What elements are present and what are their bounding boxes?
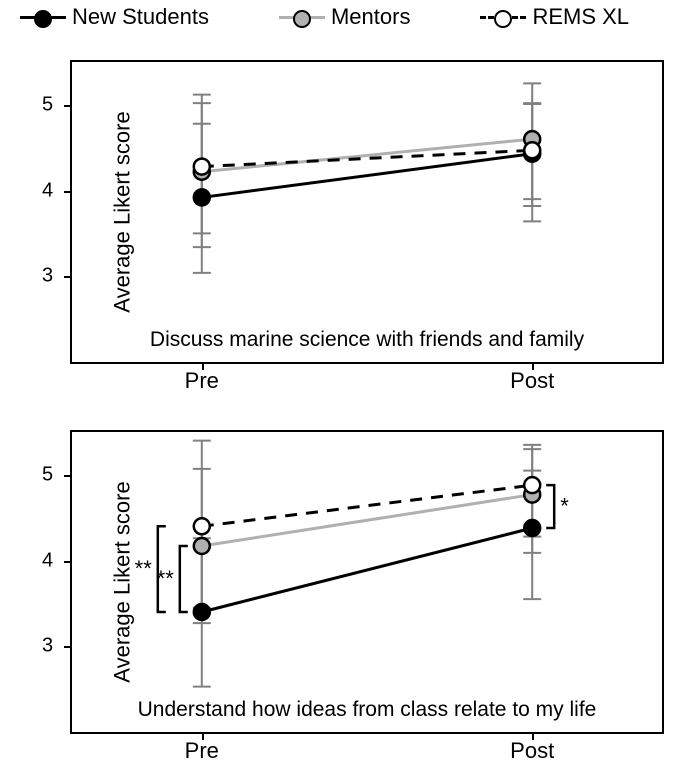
x-tick-mark: [532, 732, 534, 740]
y-tick-label: 5: [42, 93, 53, 116]
legend-label: New Students: [72, 4, 209, 30]
y-tick-mark: [64, 105, 72, 107]
y-tick-label: 5: [42, 463, 53, 486]
chart-plot-top: [72, 62, 662, 362]
legend-line-icon: [480, 16, 526, 19]
chart-plot-bottom: *****: [72, 432, 662, 732]
y-tick-label: 3: [42, 265, 53, 288]
x-tick-mark: [532, 362, 534, 370]
y-tick-mark: [64, 276, 72, 278]
legend-line-icon: [279, 16, 325, 19]
y-tick-mark: [64, 191, 72, 193]
x-tick-mark: [202, 732, 204, 740]
y-tick-label: 3: [42, 635, 53, 658]
figure: New Students Mentors REMS XL Average Lik…: [0, 0, 685, 768]
x-tick-mark: [202, 362, 204, 370]
svg-text:**: **: [135, 556, 153, 581]
y-tick-mark: [64, 475, 72, 477]
legend-item-mentors: Mentors: [279, 4, 410, 30]
x-tick-label: Pre: [185, 738, 219, 764]
legend-item-new-students: New Students: [20, 4, 209, 30]
legend-marker-icon: [34, 10, 52, 28]
chart-panel-top: Average Likert score Discuss marine scie…: [70, 60, 664, 364]
legend: New Students Mentors REMS XL: [20, 4, 665, 30]
panel-caption: Understand how ideas from class relate t…: [72, 698, 662, 722]
x-tick-label: Post: [510, 368, 554, 394]
y-tick-mark: [64, 646, 72, 648]
y-tick-label: 4: [42, 549, 53, 572]
svg-text:*: *: [560, 494, 569, 519]
legend-label: Mentors: [331, 4, 410, 30]
legend-marker-icon: [293, 10, 311, 28]
legend-line-icon: [20, 16, 66, 19]
y-tick-label: 4: [42, 179, 53, 202]
y-tick-mark: [64, 561, 72, 563]
chart-panel-bottom: Average Likert score ***** Understand ho…: [70, 430, 664, 734]
x-tick-label: Pre: [185, 368, 219, 394]
x-tick-label: Post: [510, 738, 554, 764]
panel-caption: Discuss marine science with friends and …: [72, 328, 662, 352]
legend-marker-icon: [494, 10, 512, 28]
legend-item-rems-xl: REMS XL: [480, 4, 629, 30]
svg-text:**: **: [157, 566, 175, 591]
legend-label: REMS XL: [532, 4, 629, 30]
